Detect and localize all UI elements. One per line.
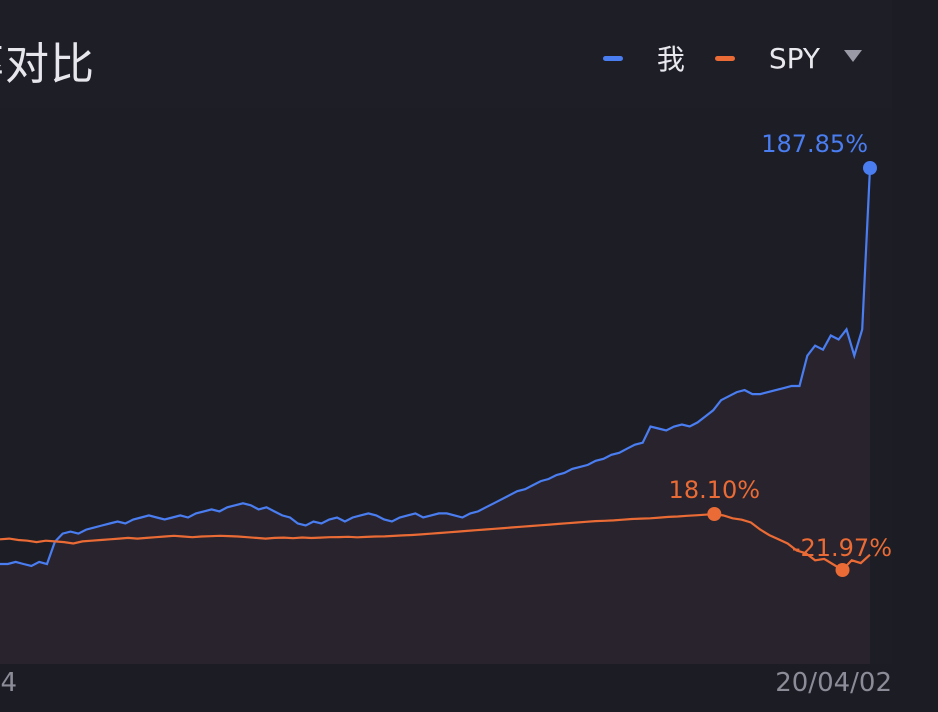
line-chart: 187.85% 18.10% -21.97% (0, 108, 892, 664)
low-label-spy: -21.97% (792, 534, 892, 562)
chart-header: 率对比 我 SPY (0, 0, 892, 109)
high-point-spy (707, 507, 722, 521)
legend-swatch-spy (714, 55, 735, 61)
legend[interactable]: 我 SPY (573, 38, 820, 78)
legend-label-me: 我 (656, 43, 685, 76)
high-label-spy: 18.10% (669, 476, 761, 504)
series-line-spy (0, 512, 871, 572)
chevron-down-icon[interactable] (844, 50, 862, 62)
legend-swatch-me (602, 55, 623, 61)
legend-item-me[interactable]: 我 (602, 38, 685, 78)
end-point-me (863, 161, 877, 175)
series-line-me (0, 167, 872, 568)
chart-title: 率对比 (0, 39, 95, 90)
legend-item-spy[interactable]: SPY (714, 41, 820, 75)
legend-label-spy: SPY (768, 41, 820, 75)
xtick-start: 04 (0, 668, 18, 698)
xtick-end: 20/04/02 (775, 668, 892, 698)
low-point-spy (835, 563, 850, 577)
area-fill-me (0, 168, 870, 664)
end-label-me: 187.85% (761, 130, 868, 158)
